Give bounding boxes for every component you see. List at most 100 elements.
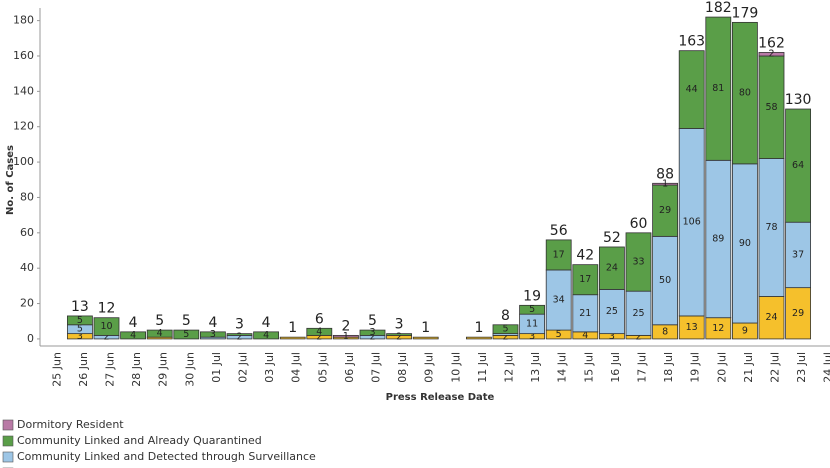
x-tick-label: 30 Jun (183, 352, 196, 387)
total-label: 182 (705, 0, 732, 16)
total-label: 1 (474, 320, 483, 336)
total-label: 130 (785, 92, 812, 108)
bar-segment (785, 287, 812, 340)
bar-segment (519, 304, 546, 315)
x-tick-label: 07 Jul (370, 352, 383, 383)
total-label: 4 (208, 315, 217, 331)
segment-label: 29 (792, 308, 804, 319)
x-tick-label: 17 Jul (636, 352, 649, 383)
total-label: 52 (603, 230, 621, 246)
segment-label: 33 (632, 257, 644, 268)
bar-segment (146, 329, 173, 338)
x-tick-label: 18 Jul (662, 352, 675, 383)
y-tick-label: 0 (27, 332, 34, 345)
segment-label: 81 (712, 83, 724, 94)
legend-label: Dormitory Resident (17, 418, 124, 431)
total-label: 163 (678, 34, 705, 50)
total-label: 56 (550, 223, 568, 239)
bar-segment (226, 333, 253, 336)
total-label: 5 (182, 313, 191, 329)
x-tick-label: 12 Jul (503, 352, 516, 383)
segment-label: 12 (712, 323, 724, 334)
x-tick-label: 09 Jul (423, 352, 436, 383)
bar-segment (598, 289, 625, 335)
segment-label: 64 (792, 160, 804, 171)
y-tick-label: 60 (20, 226, 34, 239)
total-label: 6 (315, 311, 324, 327)
segment-label: 17 (553, 249, 565, 260)
bar-segment (199, 331, 226, 338)
legend-swatch (2, 419, 14, 431)
legend-label: Community Unlinked (17, 466, 132, 468)
bar-segment (785, 108, 812, 223)
x-tick-label: 15 Jul (582, 352, 595, 383)
x-tick-label: 14 Jul (556, 352, 569, 383)
bar-segment (545, 269, 572, 331)
bar-segment (359, 329, 386, 336)
legend-swatch (2, 451, 14, 463)
segment-label: 10 (100, 321, 112, 332)
segment-label: 29 (659, 205, 671, 216)
y-tick-label: 20 (20, 297, 34, 310)
segment-label: 4 (582, 330, 588, 341)
bar-segment (173, 329, 200, 340)
x-tick-label: 29 Jun (157, 352, 170, 387)
segment-label: 3 (210, 329, 216, 340)
segment-label: 4 (130, 330, 136, 341)
x-tick-label: 25 Jun (50, 352, 63, 387)
segment-label: 8 (662, 326, 668, 337)
segment-label: 25 (606, 306, 618, 317)
bar-segment (625, 290, 652, 336)
bar-segment (731, 21, 758, 165)
bar-segment (120, 331, 147, 340)
total-label: 3 (235, 317, 244, 333)
segment-label: 2 (236, 332, 242, 343)
y-tick-label: 120 (13, 120, 34, 133)
total-label: 1 (421, 320, 430, 336)
x-tick-label: 19 Jul (689, 352, 702, 383)
segment-label: 25 (632, 308, 644, 319)
total-label: 2 (341, 318, 350, 334)
segment-label: 44 (686, 84, 698, 95)
bar-segment (66, 315, 93, 326)
segment-label: 37 (792, 249, 804, 260)
total-label: 88 (656, 166, 674, 182)
x-axis-title: Press Release Date (386, 392, 495, 403)
x-tick-label: 11 Jul (476, 352, 489, 383)
total-label: 179 (732, 5, 759, 21)
segment-label: 3 (529, 331, 535, 342)
total-label: 4 (129, 315, 138, 331)
total-label: 19 (523, 288, 541, 304)
x-tick-label: 08 Jul (396, 352, 409, 383)
x-tick-label: 05 Jul (316, 352, 329, 383)
segment-label: 17 (579, 274, 591, 285)
x-tick-label: 16 Jul (609, 352, 622, 383)
bar-segment (652, 182, 679, 186)
segment-label: 2 (396, 332, 402, 343)
total-label: 5 (368, 313, 377, 329)
bar-segment (332, 334, 359, 338)
segment-label: 5 (77, 315, 83, 326)
x-tick-label: 06 Jul (343, 352, 356, 383)
bar-segment (678, 128, 705, 317)
legend-label: Community Linked and Already Quarantined (17, 434, 262, 447)
bar-segment (652, 184, 679, 237)
segment-label: 90 (739, 238, 751, 249)
segment-label: 2 (103, 332, 109, 343)
x-tick-label: 28 Jun (130, 352, 143, 387)
x-tick-label: 10 Jul (449, 352, 462, 383)
segment-label: 50 (659, 275, 671, 286)
bar-segment (758, 52, 785, 57)
segment-label: 58 (765, 102, 777, 113)
total-label: 1 (288, 320, 297, 336)
y-axis-title: No. of Cases (5, 145, 16, 215)
segment-label: 5 (502, 324, 508, 335)
total-label: 13 (71, 299, 89, 315)
legend-label: Community Linked and Detected through Su… (17, 450, 316, 463)
segment-label: 24 (606, 263, 618, 274)
bar-segment (386, 333, 413, 336)
segment-label: 89 (712, 234, 724, 245)
segment-label: 21 (579, 308, 591, 319)
segment-label: 4 (157, 328, 163, 339)
